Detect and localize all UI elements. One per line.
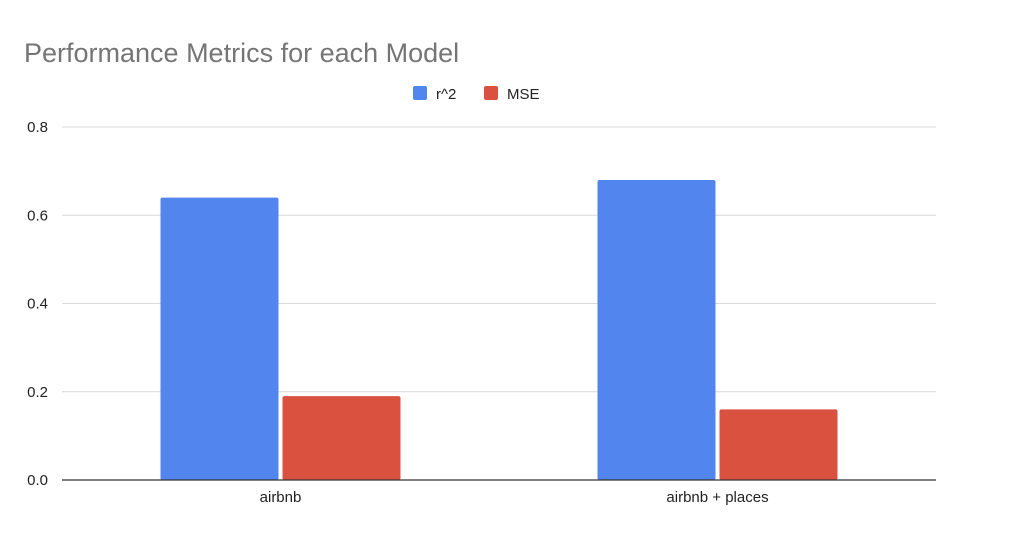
legend-label-mse: MSE bbox=[507, 86, 540, 103]
y-tick-label: 0.6 bbox=[27, 207, 48, 224]
x-axis-labels: airbnb airbnb + places bbox=[260, 489, 769, 506]
y-tick-label: 0.4 bbox=[27, 296, 48, 313]
legend-label-r2: r^2 bbox=[436, 86, 456, 103]
legend-swatch-mse bbox=[484, 86, 498, 100]
bar-mse-1 bbox=[719, 409, 838, 480]
legend: r^2 MSE bbox=[413, 86, 540, 103]
bar-r2-0 bbox=[160, 197, 279, 480]
bar-mse-0 bbox=[282, 396, 401, 480]
y-tick-label: 0.0 bbox=[27, 472, 48, 489]
y-tick-label: 0.2 bbox=[27, 384, 48, 401]
legend-swatch-r2 bbox=[413, 86, 427, 100]
y-tick-label: 0.8 bbox=[27, 119, 48, 136]
bars bbox=[160, 179, 838, 480]
y-axis-ticks: 0.0 0.2 0.4 0.6 0.8 bbox=[27, 119, 48, 489]
x-category-label: airbnb + places bbox=[666, 489, 768, 506]
x-category-label: airbnb bbox=[260, 489, 302, 506]
chart-title: Performance Metrics for each Model bbox=[24, 38, 459, 68]
bar-r2-1 bbox=[597, 179, 716, 480]
